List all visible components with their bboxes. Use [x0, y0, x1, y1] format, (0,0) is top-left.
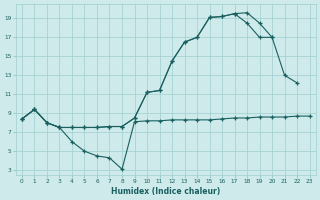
X-axis label: Humidex (Indice chaleur): Humidex (Indice chaleur) [111, 187, 220, 196]
